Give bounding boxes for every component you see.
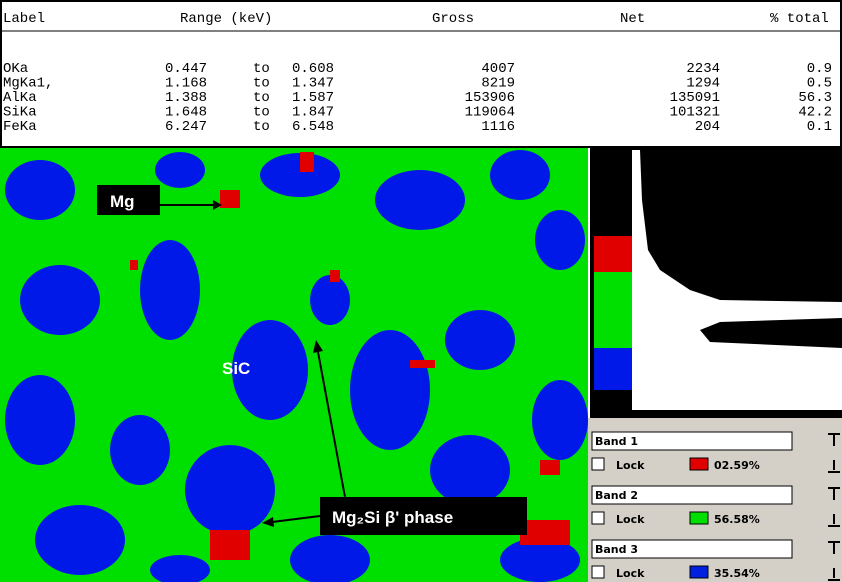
annotation: Mg₂Si β' phase — [332, 508, 453, 527]
table-cell: FeKa — [3, 119, 37, 135]
band-swatch[interactable] — [690, 512, 708, 524]
column-header: % total — [770, 11, 829, 27]
annotation: Mg — [110, 192, 135, 211]
column-header: Label — [3, 11, 45, 27]
table-cell: 1116 — [481, 119, 515, 135]
table-cell: 6.548 — [292, 119, 334, 135]
band-swatch[interactable] — [690, 458, 708, 470]
band-percent: 56.58% — [714, 513, 760, 526]
lock-label: Lock — [616, 459, 645, 472]
table-cell: 6.247 — [165, 119, 207, 135]
table-cell: to — [253, 119, 270, 135]
table-cell: 204 — [695, 119, 720, 135]
annotation: SiC — [222, 359, 250, 378]
screen: LabelRange (keV)GrossNet% totalOKa0.447t… — [0, 0, 842, 582]
band-percent: 02.59% — [714, 459, 760, 472]
table-cell: 0.1 — [807, 119, 832, 135]
lock-checkbox[interactable] — [592, 458, 604, 470]
band-swatch[interactable] — [690, 566, 708, 578]
column-header: Net — [620, 11, 645, 27]
lock-label: Lock — [616, 567, 645, 580]
band-name: Band 3 — [595, 543, 638, 556]
column-header: Gross — [432, 11, 474, 27]
column-header: Range (keV) — [180, 11, 272, 27]
histogram — [590, 148, 842, 418]
band-name: Band 2 — [595, 489, 638, 502]
band-percent: 35.54% — [714, 567, 760, 580]
band-name: Band 1 — [595, 435, 638, 448]
lock-checkbox[interactable] — [592, 512, 604, 524]
lock-checkbox[interactable] — [592, 566, 604, 578]
lock-label: Lock — [616, 513, 645, 526]
